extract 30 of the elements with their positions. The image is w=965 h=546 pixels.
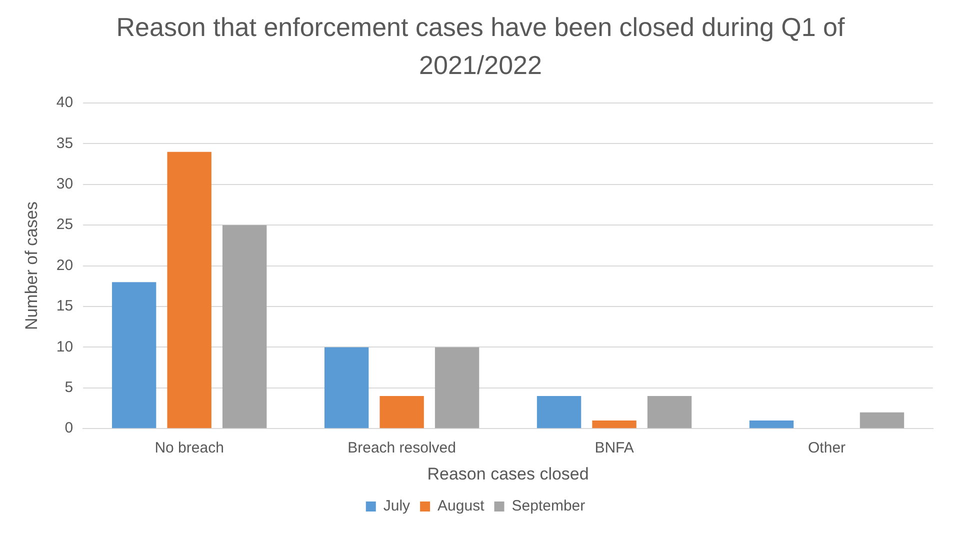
bar bbox=[167, 152, 212, 428]
bar bbox=[647, 396, 692, 428]
bar bbox=[112, 282, 156, 428]
y-tick-label: 20 bbox=[56, 256, 74, 274]
bar bbox=[434, 347, 480, 428]
x-tick-label: Other bbox=[808, 440, 846, 457]
y-tick-label: 25 bbox=[56, 216, 74, 234]
x-tick-label: No breach bbox=[154, 440, 224, 457]
y-axis-title: Number of cases bbox=[22, 202, 41, 330]
y-tick-label: 0 bbox=[64, 420, 74, 437]
y-tick-label: 40 bbox=[56, 94, 74, 112]
x-tick-label: Breach resolved bbox=[348, 440, 456, 457]
bar bbox=[222, 225, 267, 428]
legend-label: September bbox=[512, 498, 586, 515]
y-tick-label: 10 bbox=[56, 338, 74, 356]
bar bbox=[380, 396, 424, 428]
y-tick-label: 35 bbox=[56, 134, 74, 152]
bar bbox=[324, 347, 369, 428]
legend-label: August bbox=[438, 498, 486, 515]
bar bbox=[860, 412, 904, 428]
y-tick-label: 15 bbox=[56, 298, 74, 315]
bar bbox=[592, 420, 636, 428]
chart-title: Reason that enforcement cases have been closed during Q1 of 2021/2022 bbox=[115, 11, 846, 82]
x-tick-label: BNFA bbox=[594, 440, 634, 457]
bar bbox=[536, 396, 582, 428]
bar bbox=[749, 420, 794, 428]
y-tick-label: 5 bbox=[64, 379, 74, 396]
y-tick-label: 30 bbox=[56, 176, 74, 193]
legend-label: July bbox=[383, 498, 411, 515]
x-axis-title: Reason cases closed bbox=[427, 464, 589, 484]
